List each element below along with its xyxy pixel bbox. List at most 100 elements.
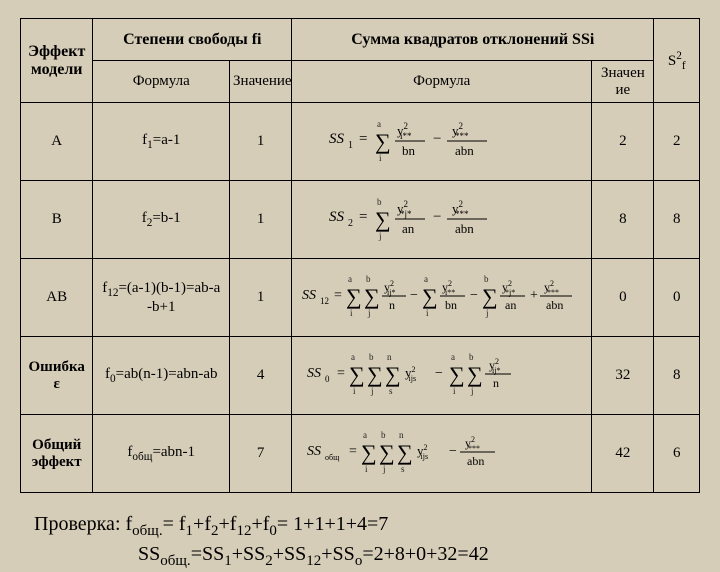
svg-text:∑: ∑ [449, 362, 465, 387]
svg-text:b: b [369, 352, 374, 362]
svg-text:abn: abn [455, 143, 474, 158]
row-s2: 8 [654, 337, 700, 415]
svg-text:a: a [377, 119, 381, 129]
svg-text:∑: ∑ [422, 284, 438, 309]
svg-text:n: n [387, 352, 392, 362]
row-effect: Общий эффект [21, 415, 93, 493]
svg-text:y2i**: y2i** [397, 121, 412, 141]
svg-text:y2ijs: y2ijs [417, 443, 428, 461]
row-effect: Ошибка ε [21, 337, 93, 415]
svg-text:−: − [433, 209, 441, 225]
row-dof: f1=a-1 [93, 103, 230, 181]
row-val: 2 [592, 103, 654, 181]
svg-text:2: 2 [348, 218, 353, 229]
svg-text:b: b [377, 197, 382, 207]
check-block: Проверка: fобщ.= f1+f2+f12+f0= 1+1+1+4=7… [34, 511, 700, 572]
svg-text:s: s [401, 464, 405, 474]
svg-text:a: a [424, 274, 428, 284]
row-dof: f12=(a-1)(b-1)=ab-a-b+1 [93, 259, 230, 337]
svg-text:y2***: y2*** [465, 435, 480, 453]
svg-text:=: = [359, 131, 367, 147]
svg-text:j: j [485, 308, 489, 318]
svg-text:∑: ∑ [349, 362, 365, 387]
svg-text:общ: общ [325, 453, 339, 462]
row-val: 32 [592, 337, 654, 415]
svg-text:+: + [530, 288, 538, 303]
svg-text:i: i [350, 308, 353, 318]
svg-text:∑: ∑ [367, 362, 383, 387]
svg-text:i: i [426, 308, 429, 318]
hdr-effect: Эффект модели [21, 19, 93, 103]
row-val: 42 [592, 415, 654, 493]
row-ssimg: SS 12 = ∑ai ∑bj y2ij* n − ∑ai y2i** bn −… [292, 259, 592, 337]
page: Эффект модели Степени свободы fi Сумма к… [0, 0, 720, 540]
svg-text:=: = [337, 366, 345, 381]
svg-text:n: n [389, 298, 395, 312]
row-s2: 0 [654, 259, 700, 337]
check-line-2: SSобщ.=SS1+SS2+SS12+SSо=2+8+0+32=42 [34, 541, 700, 571]
svg-text:SS: SS [307, 444, 321, 459]
row-ssimg: SS общ = ∑ai ∑bj ∑ns y2ijs − y2*** abn [292, 415, 592, 493]
svg-text:SS: SS [302, 288, 316, 303]
svg-text:0: 0 [325, 374, 330, 384]
svg-text:∑: ∑ [361, 440, 377, 465]
row-dof: f2=b-1 [93, 181, 230, 259]
svg-text:=: = [359, 209, 367, 225]
svg-text:∑: ∑ [375, 207, 391, 232]
row-ssimg: SS 2 = ∑ b j y2*j* an − y2*** abn [292, 181, 592, 259]
svg-text:abn: abn [546, 298, 563, 312]
svg-text:y2*j*: y2*j* [397, 199, 412, 219]
hdr-dof-group: Степени свободы fi [93, 19, 292, 61]
svg-text:b: b [381, 430, 386, 440]
svg-text:−: − [410, 288, 418, 303]
svg-text:∑: ∑ [482, 284, 498, 309]
svg-text:−: − [449, 444, 457, 459]
svg-text:y2ij*: y2ij* [384, 279, 395, 297]
svg-text:i: i [365, 464, 368, 474]
row-effect: A [21, 103, 93, 181]
svg-text:i: i [379, 153, 382, 163]
hdr-s2: S2f [654, 19, 700, 103]
row-ssimg: SS 0 = ∑ai ∑bj ∑ns y2ijs − ∑ai ∑bj y2ij*… [292, 337, 592, 415]
svg-text:a: a [348, 274, 352, 284]
svg-text:b: b [484, 274, 489, 284]
svg-text:y2*j*: y2*j* [502, 279, 515, 297]
svg-text:j: j [370, 386, 374, 396]
row-dofv: 1 [230, 259, 292, 337]
row-ssimg: SS 1 = ∑ a i y2i** bn − y2*** abn [292, 103, 592, 181]
row-val: 0 [592, 259, 654, 337]
row-val: 8 [592, 181, 654, 259]
svg-text:∑: ∑ [397, 440, 413, 465]
svg-text:b: b [469, 352, 474, 362]
row-dof: fобщ=abn-1 [93, 415, 230, 493]
svg-text:abn: abn [455, 221, 474, 236]
svg-text:j: j [470, 386, 474, 396]
svg-text:s: s [389, 386, 393, 396]
svg-text:n: n [399, 430, 404, 440]
row-dof: f0=ab(n-1)=abn-ab [93, 337, 230, 415]
svg-text:bn: bn [402, 143, 416, 158]
svg-text:∑: ∑ [346, 284, 362, 309]
svg-text:abn: abn [467, 454, 484, 468]
svg-text:−: − [433, 131, 441, 147]
svg-text:∑: ∑ [385, 362, 401, 387]
svg-text:SS: SS [307, 366, 321, 381]
row-s2: 6 [654, 415, 700, 493]
row-s2: 8 [654, 181, 700, 259]
svg-text:a: a [363, 430, 367, 440]
svg-text:SS: SS [329, 209, 345, 225]
row-effect: AB [21, 259, 93, 337]
svg-text:n: n [493, 376, 499, 390]
svg-text:y2***: y2*** [452, 199, 469, 219]
svg-text:j: j [382, 464, 386, 474]
svg-text:y2ij*: y2ij* [489, 357, 500, 375]
svg-text:1: 1 [348, 140, 353, 151]
svg-text:i: i [453, 386, 456, 396]
svg-text:an: an [505, 298, 516, 312]
row-dofv: 7 [230, 415, 292, 493]
svg-text:an: an [402, 221, 415, 236]
svg-text:12: 12 [320, 296, 329, 306]
svg-text:a: a [351, 352, 355, 362]
svg-text:∑: ∑ [375, 129, 391, 154]
svg-text:SS: SS [329, 131, 345, 147]
